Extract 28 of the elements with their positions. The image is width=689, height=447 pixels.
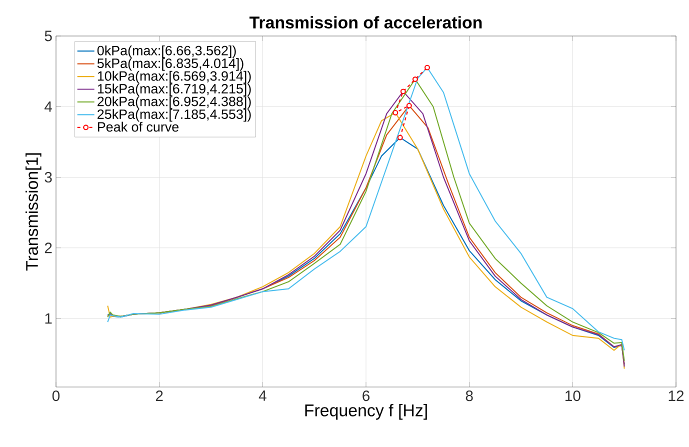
legend-label: 0kPa(max:[6.66,3.562])	[97, 45, 236, 58]
x-tick-label: 12	[668, 390, 684, 401]
legend-label: 25kPa(max:[7.185,4.553])	[98, 109, 251, 122]
x-tick-label: 6	[362, 390, 370, 402]
y-tick-label: 5	[44, 30, 52, 42]
point	[424, 64, 430, 70]
y-tick-label: 4	[44, 101, 52, 112]
point	[392, 110, 398, 116]
x-tick-label: 10	[566, 390, 580, 402]
y-axis-title: Transmission[1]	[26, 153, 42, 271]
legend-label: Peak of curve	[98, 122, 179, 132]
y-tick-label: 1	[45, 313, 52, 324]
x-tick-label: 0	[52, 390, 60, 402]
y-tick-label: 2	[44, 242, 52, 254]
point	[412, 76, 418, 82]
point	[400, 88, 406, 94]
legend-label: 10kPa(max:[6.569,3.914])	[98, 70, 251, 84]
x-tick-label: 2	[156, 390, 163, 401]
legend-label: 5kPa(max:[6.835,4.014])	[97, 58, 244, 71]
y-tick-label: 3	[44, 172, 52, 183]
x-axis-title: Frequency f [Hz]	[305, 404, 427, 420]
point	[406, 102, 412, 108]
legend-label: 15kPa(max:[6.719,4.215])	[98, 84, 251, 96]
legend-label: 20kPa(max:[6.952,4.388])	[98, 96, 251, 109]
x-tick-label: 8	[466, 390, 473, 402]
point	[397, 134, 403, 140]
x-tick-label: 4	[258, 390, 266, 401]
chart-title: Transmission of acceleration	[249, 16, 482, 29]
